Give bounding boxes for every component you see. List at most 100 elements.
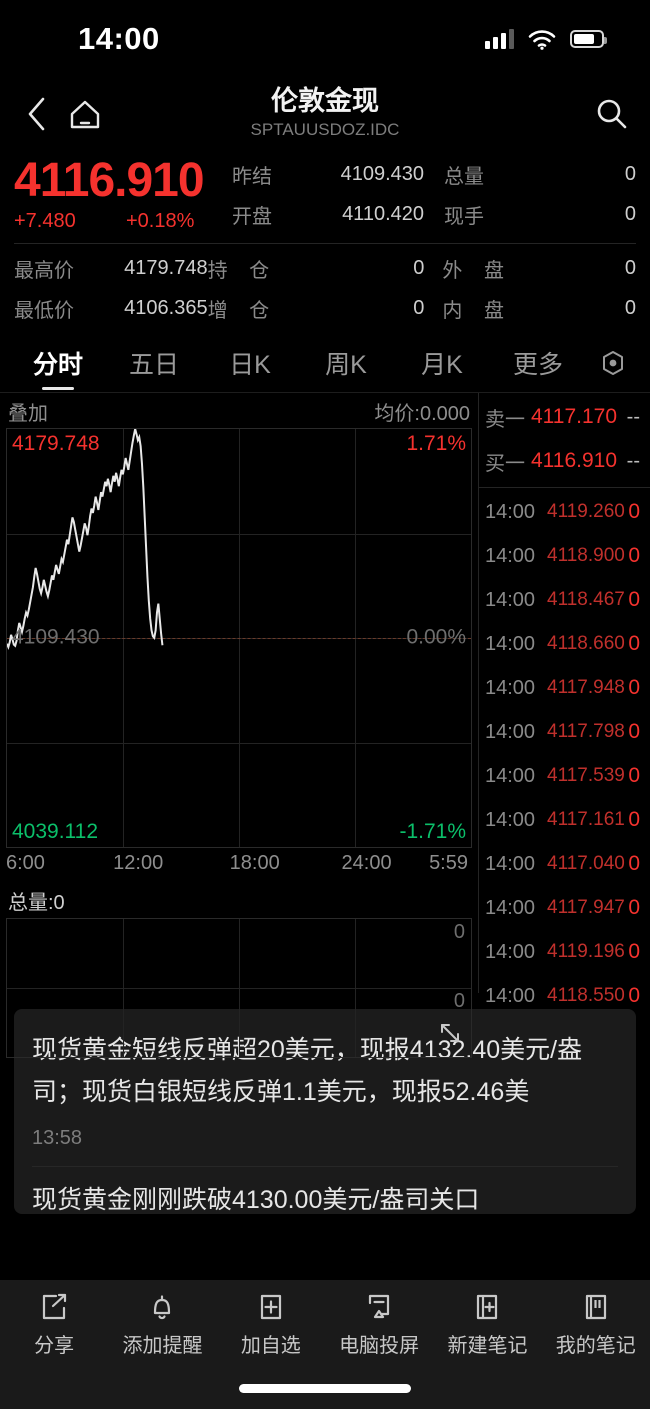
price-change: +7.480 bbox=[14, 210, 76, 232]
previous-close-baseline bbox=[7, 638, 471, 639]
price-chart[interactable]: 4179.748 1.71% 4109.430 0.00% 4039.112 -… bbox=[6, 428, 472, 848]
volume-header: 总量:0 bbox=[0, 880, 478, 918]
order-book-column: 卖一 4117.170 -- 买一 4116.910 -- 14:00 4119.… bbox=[478, 393, 650, 1007]
overlay-button[interactable]: 叠加 bbox=[8, 403, 48, 425]
home-icon[interactable] bbox=[62, 91, 108, 137]
search-icon[interactable] bbox=[586, 89, 636, 139]
inner-value: 0 bbox=[624, 296, 637, 319]
news-card[interactable]: 现货黄金短线反弹超20美元，现报4132.40美元/盎司；现货白银短线反弹1.1… bbox=[14, 1009, 636, 1214]
cellular-signal-icon bbox=[485, 29, 514, 49]
bottom-item-label: 新建笔记 bbox=[447, 1335, 528, 1357]
tick-volume: 0 bbox=[628, 984, 640, 1007]
trade-tick-row[interactable]: 14:00 4118.900 0 bbox=[479, 534, 650, 578]
tick-price: 4118.660 bbox=[547, 633, 625, 654]
price-line bbox=[7, 429, 471, 847]
trade-tick-row[interactable]: 14:00 4118.660 0 bbox=[479, 622, 650, 666]
tab-fenshi[interactable]: 分时 bbox=[10, 334, 106, 392]
trade-tick-list[interactable]: 14:00 4119.260 0 14:00 4118.900 0 14:00 4118.46… bbox=[479, 490, 650, 1018]
bid-label: 买一 bbox=[485, 452, 525, 475]
bid-row[interactable]: 买一 4116.910 -- bbox=[479, 439, 650, 483]
quote-mid-column: 昨结 4109.430 开盘 4110.420 bbox=[232, 154, 424, 234]
expand-arrows-icon[interactable] bbox=[437, 1020, 463, 1051]
tick-time: 14:00 bbox=[485, 940, 536, 963]
my-notes-button[interactable]: 我的笔记 bbox=[542, 1292, 650, 1358]
tabs-divider bbox=[0, 392, 650, 393]
tick-time: 14:00 bbox=[485, 852, 536, 875]
add-watchlist-button[interactable]: 加自选 bbox=[217, 1292, 325, 1358]
tick-time: 14:00 bbox=[485, 500, 536, 523]
tick-price: 4117.040 bbox=[547, 853, 625, 874]
tick-volume: 0 bbox=[628, 588, 640, 611]
symbol-code: SPTAUUSDOZ.IDC bbox=[250, 120, 400, 139]
tick-price: 4117.948 bbox=[547, 677, 625, 698]
trade-tick-row[interactable]: 14:00 4118.550 0 bbox=[479, 974, 650, 1018]
trade-tick-row[interactable]: 14:00 4117.539 0 bbox=[479, 754, 650, 798]
tick-time: 14:00 bbox=[485, 676, 536, 699]
ask-row[interactable]: 卖一 4117.170 -- bbox=[479, 395, 650, 439]
tick-price: 4118.550 bbox=[547, 985, 625, 1006]
chart-column: 叠加 均价:0.000 4179.748 1.71% 4109.430 0.00… bbox=[0, 393, 478, 1058]
tick-volume: 0 bbox=[628, 720, 640, 743]
open-value: 4110.420 bbox=[342, 202, 424, 225]
inner-label: 内 盘 bbox=[442, 299, 512, 322]
tab-label: 月K bbox=[421, 351, 463, 379]
tick-time: 14:00 bbox=[485, 808, 536, 831]
tab-monthk[interactable]: 月K bbox=[394, 334, 490, 392]
news-timestamp: 13:58 bbox=[32, 1127, 83, 1149]
new-note-button[interactable]: 新建笔记 bbox=[433, 1292, 541, 1358]
trade-tick-row[interactable]: 14:00 4117.040 0 bbox=[479, 842, 650, 886]
add-alert-button[interactable]: 添加提醒 bbox=[108, 1292, 216, 1358]
news-headline-2: 现货黄金刚刚跌破4130.00美元/盎司关口 bbox=[32, 1186, 480, 1214]
total-volume-value: 0 bbox=[624, 162, 636, 185]
page-title: 伦敦金现 bbox=[271, 86, 379, 116]
bottom-toolbar: 分享 添加提醒 加自选 电脑投屏 新建笔记 bbox=[0, 1280, 650, 1409]
tick-volume: 0 bbox=[628, 896, 640, 919]
quote-bottom-row: 最高价 4179.748 最低价 4106.365 持 仓 0 增 仓 0 外 盘 0 内… bbox=[14, 248, 636, 328]
trade-tick-row[interactable]: 14:00 4119.260 0 bbox=[479, 490, 650, 534]
x-tick: 24:00 bbox=[341, 852, 392, 874]
orderbook-divider bbox=[479, 487, 650, 488]
price-block: 4116.910 +7.480 +0.18% bbox=[14, 154, 232, 233]
tab-weekk[interactable]: 周K bbox=[298, 334, 394, 392]
tab-dayk[interactable]: 日K bbox=[202, 334, 298, 392]
x-tick: 6:00 bbox=[6, 852, 45, 874]
trade-tick-row[interactable]: 14:00 4117.947 0 bbox=[479, 886, 650, 930]
tick-volume: 0 bbox=[628, 808, 640, 831]
trade-tick-row[interactable]: 14:00 4117.161 0 bbox=[479, 798, 650, 842]
high-label: 最高价 bbox=[14, 259, 74, 282]
current-volume-label: 现手 bbox=[444, 205, 484, 228]
tick-volume: 0 bbox=[628, 940, 640, 963]
volume-chart[interactable]: 0 0 bbox=[6, 918, 472, 1058]
tick-price: 4118.900 bbox=[547, 545, 625, 566]
outer-label: 外 盘 bbox=[442, 259, 512, 282]
tick-volume: 0 bbox=[628, 764, 640, 787]
quote-right-column: 总量 0 现手 0 bbox=[444, 154, 636, 234]
trade-tick-row[interactable]: 14:00 4117.798 0 bbox=[479, 710, 650, 754]
tab-more[interactable]: 更多 bbox=[490, 334, 586, 392]
trade-tick-row[interactable]: 14:00 4119.196 0 bbox=[479, 930, 650, 974]
prev-close-value: 4109.430 bbox=[340, 162, 424, 185]
tab-wuri[interactable]: 五日 bbox=[106, 334, 202, 392]
trade-tick-row[interactable]: 14:00 4117.948 0 bbox=[479, 666, 650, 710]
tick-price: 4118.467 bbox=[547, 589, 625, 610]
trade-tick-row[interactable]: 14:00 4118.467 0 bbox=[479, 578, 650, 622]
chevron-left-icon[interactable] bbox=[14, 91, 60, 137]
chart-high-pct: 1.71% bbox=[406, 432, 466, 455]
share-button[interactable]: 分享 bbox=[0, 1292, 108, 1358]
tick-price: 4119.260 bbox=[547, 501, 625, 522]
tick-time: 14:00 bbox=[485, 632, 536, 655]
cast-screen-button[interactable]: 电脑投屏 bbox=[325, 1292, 433, 1358]
chart-low-label: 4039.112 bbox=[12, 820, 99, 843]
chart-header: 叠加 均价:0.000 bbox=[0, 393, 478, 428]
gear-hexagon-icon[interactable] bbox=[586, 348, 640, 378]
new-note-icon bbox=[477, 1294, 498, 1320]
x-tick: 18:00 bbox=[229, 852, 280, 874]
total-volume-label: 总量 bbox=[444, 165, 484, 188]
tick-time: 14:00 bbox=[485, 544, 536, 567]
position-value: 0 bbox=[413, 256, 425, 279]
chart-and-orderbook: 叠加 均价:0.000 4179.748 1.71% 4109.430 0.00… bbox=[0, 393, 650, 1058]
chart-high-label: 4179.748 bbox=[12, 432, 100, 455]
tab-label: 日K bbox=[229, 351, 271, 379]
tab-label: 分时 bbox=[32, 351, 83, 379]
navigation-bar: 伦敦金现 SPTAUUSDOZ.IDC bbox=[0, 78, 650, 150]
